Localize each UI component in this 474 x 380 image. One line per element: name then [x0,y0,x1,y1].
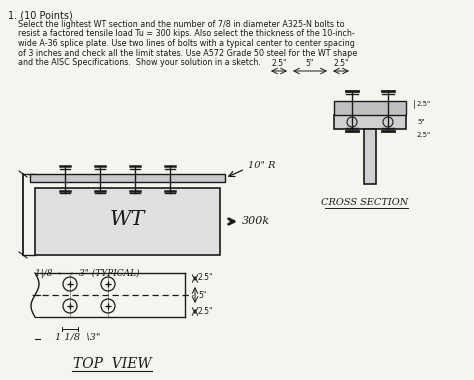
Text: WT: WT [110,210,145,229]
Text: 2.5": 2.5" [198,307,213,317]
Text: 300k: 300k [242,217,270,226]
Text: 5": 5" [417,119,425,125]
Text: 10" R: 10" R [248,162,275,171]
Text: CROSS SECTION: CROSS SECTION [321,198,409,207]
Text: 2.5": 2.5" [271,59,287,68]
Bar [364,129,376,184]
Text: 1|/8  ←→  3" (TYPICAL): 1|/8 ←→ 3" (TYPICAL) [35,268,140,277]
Text: Select the lightest WT section and the number of 7/8 in diameter A325-N bolts to: Select the lightest WT section and the n… [18,20,345,29]
Bar [35,188,220,255]
Text: wide A-36 splice plate. Use two lines of bolts with a typical center to center s: wide A-36 splice plate. Use two lines of… [18,39,355,48]
Text: 2.5": 2.5" [198,274,213,282]
Bar [30,174,225,182]
Bar [334,115,406,129]
Text: 2.5": 2.5" [333,59,349,68]
Text: TOP  VIEW: TOP VIEW [73,357,151,371]
Text: 5": 5" [306,59,314,68]
Text: 2.5": 2.5" [417,132,431,138]
Text: of 3 inches and check all the limit states. Use A572 Grade 50 steel for the WT s: of 3 inches and check all the limit stat… [18,49,357,57]
Text: 5": 5" [198,290,206,299]
Text: 1. (10 Points): 1. (10 Points) [8,10,73,20]
Bar [334,101,406,115]
Text: and the AISC Specifications.  Show your solution in a sketch.: and the AISC Specifications. Show your s… [18,58,261,67]
Text: resist a factored tensile load Tu = 300 kips. Also select the thickness of the 1: resist a factored tensile load Tu = 300 … [18,30,355,38]
Text: 2.5": 2.5" [417,101,431,107]
Text: 1 1/8  \3": 1 1/8 \3" [55,332,100,341]
